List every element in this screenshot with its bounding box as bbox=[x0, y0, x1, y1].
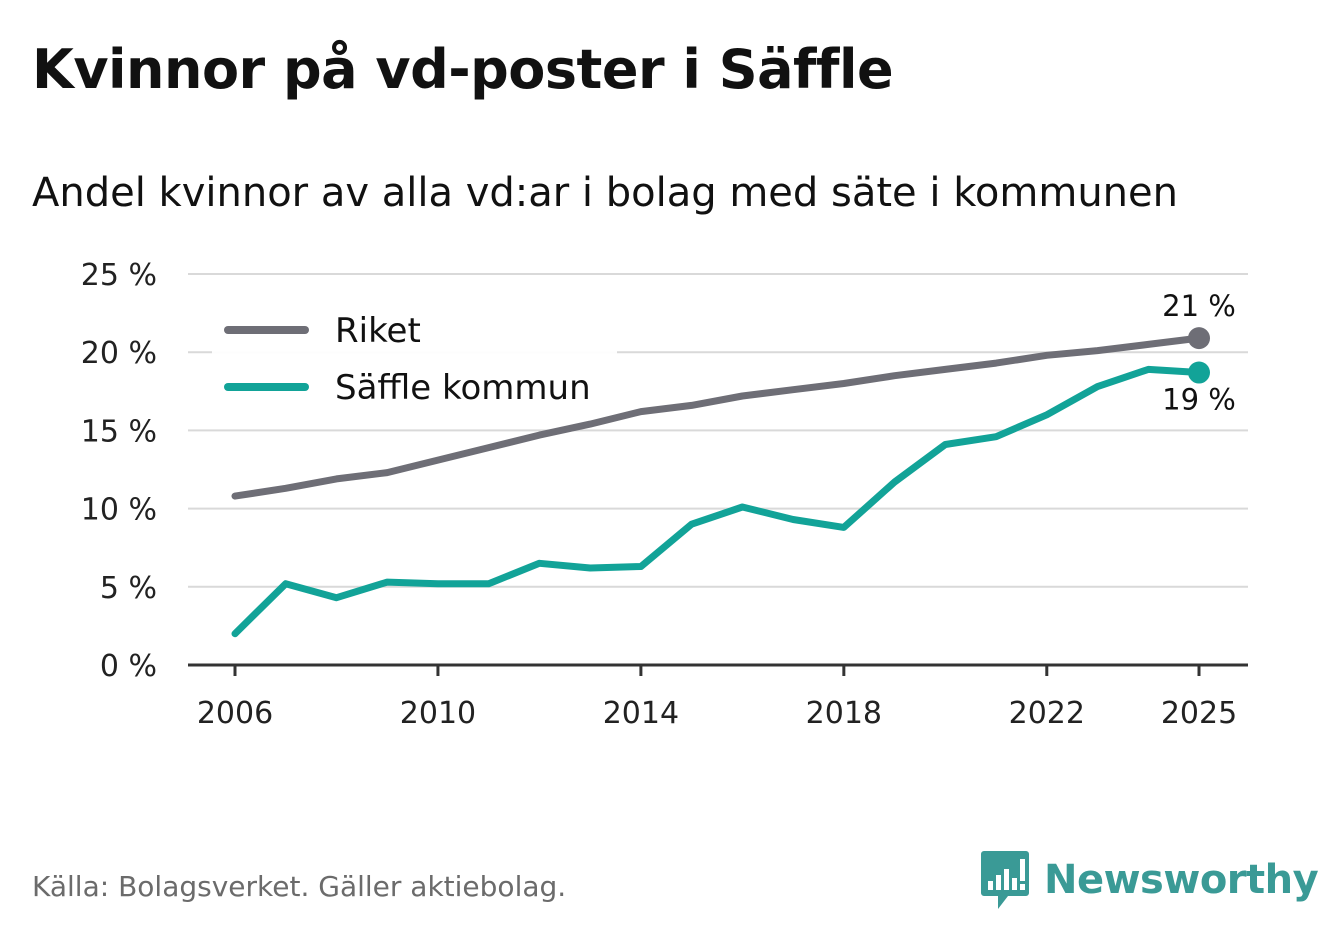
x-tick-label: 2006 bbox=[197, 696, 273, 731]
y-tick-label: 0 % bbox=[100, 649, 157, 684]
x-tick-label: 2018 bbox=[806, 696, 882, 731]
x-tick-label: 2010 bbox=[400, 696, 476, 731]
end-marker-riket bbox=[1188, 327, 1210, 350]
y-tick-label: 25 % bbox=[81, 258, 157, 293]
y-tick-label: 20 % bbox=[81, 336, 157, 371]
x-tick-label: 2014 bbox=[603, 696, 679, 731]
newsworthy-logo-icon bbox=[981, 851, 1029, 909]
y-tick-label: 15 % bbox=[81, 414, 157, 449]
series-line-saffle-kommun bbox=[231, 365, 1203, 638]
y-tick-label: 10 % bbox=[81, 493, 157, 528]
source-note: Källa: Bolagsverket. Gäller aktiebolag. bbox=[32, 870, 567, 903]
legend-label-saffle-kommun: Säffle kommun bbox=[335, 368, 591, 408]
chart-subtitle: Andel kvinnor av alla vd:ar i bolag med … bbox=[32, 170, 1178, 216]
legend: Riket Säffle kommun bbox=[212, 302, 617, 414]
line-chart: 0 % 5 % 10 % 15 % 20 % 25 % 2006 2010 2014 2018 20… bbox=[81, 258, 1248, 731]
brand-name: Newsworthy bbox=[1044, 857, 1319, 903]
end-label-riket: 21 % bbox=[1162, 289, 1236, 323]
x-tick-label: 2022 bbox=[1009, 696, 1085, 731]
x-tick-label: 2025 bbox=[1161, 696, 1237, 731]
series-line-riket bbox=[231, 334, 1203, 500]
chart-title: Kvinnor på vd-poster i Säffle bbox=[32, 38, 894, 101]
legend-background bbox=[212, 302, 617, 414]
legend-label-riket: Riket bbox=[335, 311, 421, 351]
end-marker-saffle-kommun bbox=[1188, 361, 1210, 384]
y-tick-label: 5 % bbox=[100, 571, 157, 606]
end-label-saffle-kommun: 19 % bbox=[1162, 383, 1236, 417]
brand-logo: Newsworthy bbox=[980, 848, 1319, 912]
